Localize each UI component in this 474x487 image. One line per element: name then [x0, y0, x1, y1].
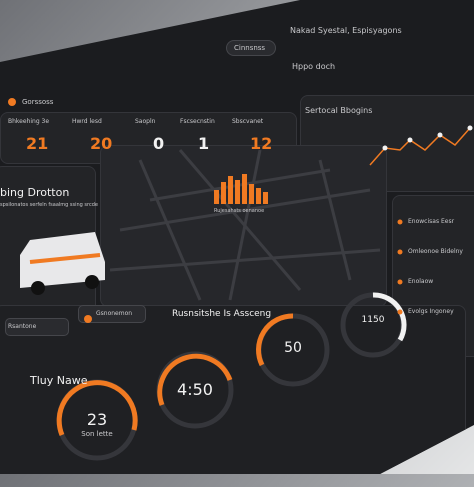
- gauge-value: 50: [284, 340, 302, 356]
- sparkline: [369, 127, 471, 166]
- gauges: [56, 292, 407, 461]
- graphics: [8, 98, 473, 461]
- list-item: Evolgs Ingoney: [408, 308, 454, 315]
- header-button[interactable]: [226, 40, 276, 56]
- map-caption: Rujesahsts oenanoe: [214, 208, 265, 214]
- list-item: Omleonoe Bidelny: [408, 248, 463, 255]
- van: [20, 232, 105, 295]
- brand: Gorssoss: [22, 98, 54, 106]
- stat-label: Fscsecnstin: [180, 118, 215, 125]
- logo: [8, 98, 16, 106]
- list-item: Enowcisas Eesr: [408, 218, 455, 225]
- gauge-value: 4:50: [177, 380, 213, 399]
- timer-title: Tluy Nawe: [30, 374, 88, 387]
- gauge-value: 1150: [361, 315, 385, 325]
- sparkline-dots: [382, 125, 473, 151]
- button-label[interactable]: Cinnsnss: [234, 44, 266, 52]
- vehicle-subtitle: spsilonatos serfeln fsaalmg ssing srcde: [0, 202, 98, 208]
- tablet: Nakad Syestal, Espisyagons Cinnsnss Gors…: [0, 0, 474, 474]
- page: {"header": {"title": "Nakad Syestal, Esp…: [0, 0, 474, 474]
- stat-label: Bhkeehing 3e: [8, 118, 50, 125]
- stat-value: 21: [26, 134, 49, 153]
- list-item: Enolaow: [408, 278, 434, 285]
- stat-value: 20: [90, 134, 113, 153]
- stat-value: 12: [250, 134, 273, 153]
- side-title: Hppo doch: [292, 62, 336, 71]
- chart-title: Sertocal Bbogins: [305, 106, 373, 115]
- action-button[interactable]: [78, 305, 146, 323]
- stat-label: Hwrd lesd: [72, 118, 102, 125]
- button-label[interactable]: Gsnonemon: [96, 310, 133, 317]
- stat-value: 0: [153, 134, 165, 153]
- header-title: Nakad Syestal, Espisyagons: [290, 26, 402, 35]
- button-icon: [84, 315, 92, 323]
- stat-label: Saopln: [135, 118, 156, 125]
- stat-label: Sbscvanet: [232, 118, 264, 125]
- gauge-value: 23: [86, 410, 108, 429]
- list-icons: [397, 219, 403, 315]
- button-label[interactable]: Rsantone: [8, 323, 37, 330]
- action-button[interactable]: [5, 318, 69, 336]
- map-bars: [214, 174, 268, 204]
- map-roads: [109, 149, 381, 301]
- vehicle-title: bing Drotton: [0, 186, 70, 199]
- section-title: Rusnsitshe Is Assceng: [172, 309, 272, 319]
- stat-value: 1: [198, 134, 210, 153]
- gauge-label: Son lette: [81, 430, 113, 438]
